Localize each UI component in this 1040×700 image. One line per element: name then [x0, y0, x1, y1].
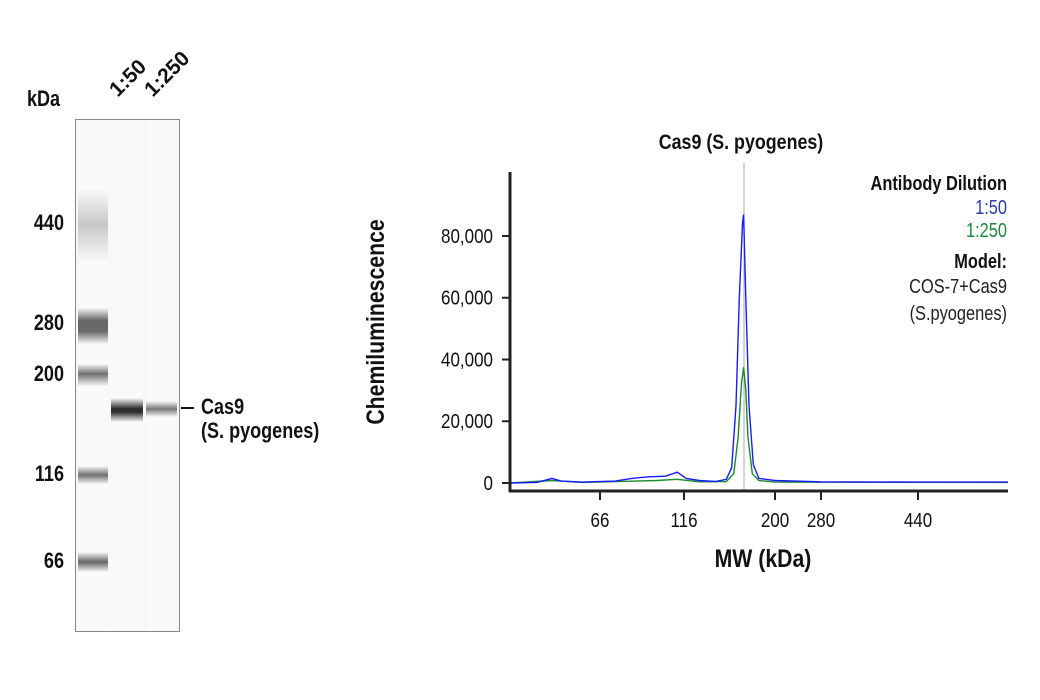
- legend-title: Antibody Dilution: [871, 171, 1007, 194]
- ladder-band-440: [78, 190, 108, 260]
- target-tick: [181, 407, 194, 409]
- marker-280: 280: [33, 310, 64, 335]
- target-label: Cas9: [201, 394, 245, 419]
- series-line-1-250: [509, 367, 1009, 484]
- marker-66: 66: [43, 548, 64, 573]
- y-axis-label: Chemiluminescence: [361, 219, 389, 424]
- ladder-band-66: [78, 552, 108, 572]
- kda-label: kDa: [27, 86, 61, 111]
- lane-2: [146, 120, 177, 631]
- lane-1: [111, 120, 143, 631]
- marker-116: 116: [34, 461, 64, 486]
- blot-image: [75, 119, 180, 632]
- ladder-band-116: [78, 466, 108, 484]
- target-label-species: (S. pyogenes): [201, 418, 320, 443]
- marker-200: 200: [33, 361, 64, 386]
- y-tick-label: 60,000: [441, 286, 493, 309]
- cas9-band-1: [111, 398, 143, 422]
- legend-model-line2: (S.pyogenes): [910, 301, 1007, 324]
- x-tick-label: 200: [761, 509, 789, 532]
- legend-model-label: Model:: [954, 249, 1007, 272]
- y-tick-label: 80,000: [441, 225, 493, 248]
- y-tick-label: 0: [484, 472, 493, 495]
- x-tick-label: 280: [807, 509, 835, 532]
- cas9-band-2: [146, 401, 177, 417]
- legend-item-1-250: 1:250: [966, 218, 1007, 241]
- ladder-band-280: [78, 308, 108, 344]
- x-axis-label: MW (kDa): [715, 544, 812, 572]
- x-tick-label: 440: [904, 509, 932, 532]
- series-line-1-50: [509, 214, 1008, 484]
- y-tick-label: 20,000: [441, 410, 493, 433]
- x-tick-label: 116: [670, 509, 697, 532]
- ladder-band-200: [78, 364, 108, 386]
- chart-title: Cas9 (S. pyogenes): [659, 131, 824, 155]
- marker-440: 440: [33, 210, 64, 235]
- x-tick-label: 66: [591, 509, 610, 532]
- y-tick-label: 40,000: [441, 348, 493, 371]
- legend-item-1-50: 1:50: [975, 195, 1007, 218]
- ladder-lane: [78, 120, 108, 631]
- legend-model-line1: COS-7+Cas9: [909, 274, 1007, 297]
